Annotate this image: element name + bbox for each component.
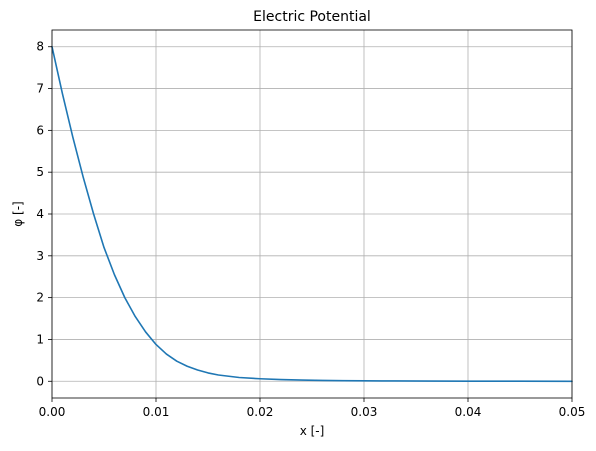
x-tick-label: 0.01	[143, 405, 170, 419]
series-layer	[51, 45, 573, 383]
y-tick-label: 5	[36, 165, 44, 179]
y-tick-label: 7	[36, 82, 44, 96]
y-tick-label: 6	[36, 123, 44, 137]
y-axis-title: φ [-]	[11, 201, 25, 226]
grid	[51, 30, 573, 398]
x-tick-label: 0.05	[559, 405, 586, 419]
x-tick-label: 0.02	[247, 405, 274, 419]
y-tick-label: 1	[36, 332, 44, 346]
y-tick-label: 4	[36, 207, 44, 221]
x-axis-title: x [-]	[300, 424, 325, 438]
chart-title: Electric Potential	[253, 9, 371, 25]
y-axis-ticks: 0 1 2 3 4 5 6 7 8	[36, 40, 52, 388]
y-tick-label: 8	[36, 40, 44, 54]
x-tick-label: 0.03	[351, 405, 378, 419]
x-axis-ticks: 0.00 0.01 0.02 0.03 0.04 0.05	[39, 398, 586, 419]
x-tick-label: 0.00	[39, 405, 66, 419]
y-tick-label: 2	[36, 291, 44, 305]
y-tick-label: 0	[36, 374, 44, 388]
x-tick-label: 0.04	[455, 405, 482, 419]
series-line	[51, 45, 573, 383]
y-tick-label: 3	[36, 249, 44, 263]
